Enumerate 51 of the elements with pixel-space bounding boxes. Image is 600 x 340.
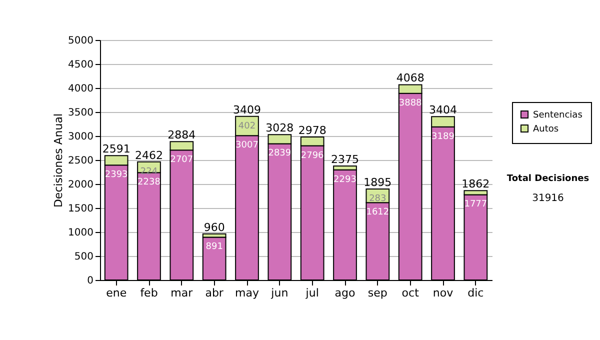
data-label: 402 (238, 121, 256, 132)
y-tick-label: 3000 (68, 132, 94, 142)
total-label: 3409 (233, 103, 261, 116)
y-tick-label: 1000 (68, 228, 94, 238)
data-label: 2238 (138, 178, 161, 188)
total-label: 2375 (331, 153, 359, 166)
y-tick-label: 4500 (68, 60, 94, 70)
y-tick-label: 1500 (68, 204, 94, 214)
total-label: 2978 (298, 124, 326, 138)
data-label: 224 (140, 166, 158, 177)
legend-label: Autos (533, 124, 559, 134)
y-tick-label: 500 (74, 252, 94, 262)
x-tick-label: sep (368, 286, 388, 300)
total-label: 1862 (462, 178, 490, 191)
total-label: 4068 (396, 72, 424, 85)
data-label: 891 (206, 242, 223, 252)
y-tick-label: 2000 (68, 180, 94, 190)
y-tick-label: 0 (87, 276, 94, 286)
x-tick-label: ago (334, 286, 356, 300)
x-tick-label: jul (304, 286, 319, 300)
x-tick-label: ene (106, 286, 127, 300)
data-label: 3007 (236, 140, 258, 151)
y-tick-label: 5000 (68, 36, 94, 46)
total-label: 1895 (364, 176, 392, 190)
total-label: 960 (204, 220, 225, 234)
x-tick-label: nov (432, 286, 454, 300)
x-tick-label: abr (205, 286, 224, 300)
data-label: 1612 (366, 208, 390, 218)
x-tick-label: feb (140, 286, 158, 300)
data-label: 1777 (464, 200, 488, 210)
y-tick-label: 3500 (68, 108, 94, 118)
data-label: 283 (369, 194, 386, 204)
total-label: 2884 (168, 128, 196, 142)
x-tick-label: may (235, 286, 260, 300)
x-tick-label: dic (468, 286, 484, 300)
x-tick-label: oct (402, 286, 420, 300)
data-label: 2293 (334, 174, 356, 185)
text: 31916 (532, 193, 564, 204)
total-label: 3404 (429, 104, 457, 117)
total-label: 3028 (266, 122, 294, 135)
data-label: 3189 (432, 132, 455, 142)
y-tick-label: 2500 (68, 156, 94, 166)
data-label: 2393 (104, 170, 128, 180)
text: Total Decisiones (506, 174, 590, 184)
y-tick-label: 4000 (68, 84, 94, 94)
x-tick-label: mar (170, 286, 194, 300)
total-label: 2462 (135, 148, 163, 162)
x-tick-label: jun (270, 286, 288, 300)
total-label: 2591 (102, 142, 130, 156)
y-axis-title: Decisiones Anual (52, 113, 66, 208)
legend-label: Sentencias (533, 110, 583, 120)
